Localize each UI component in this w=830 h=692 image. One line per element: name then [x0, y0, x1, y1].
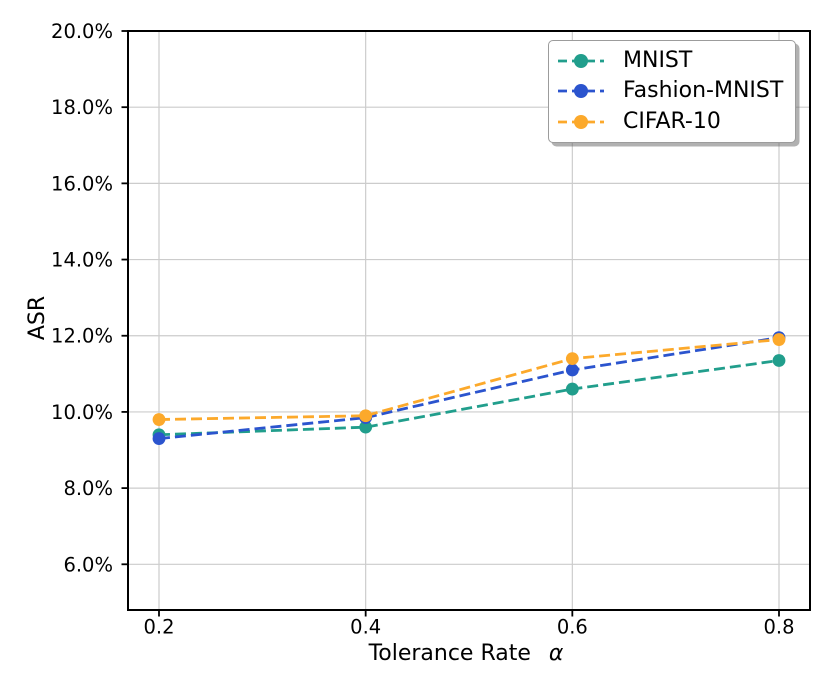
legend-label: Fashion-MNIST — [623, 78, 784, 104]
data-point — [359, 420, 373, 434]
alpha-symbol: α — [549, 641, 564, 666]
y-tick-label: 8.0% — [63, 477, 113, 500]
data-point — [565, 363, 579, 377]
tick-layer: 0.2 0.4 0.6 0.8 6.0% 8.0% 10.0% 12.0% 14.0% 16.0%… — [51, 20, 794, 639]
data-point — [359, 409, 373, 423]
legend-item: CIFAR-10 — [557, 108, 783, 134]
x-tick-label: 0.2 — [143, 616, 174, 639]
data-point — [152, 432, 166, 445]
x-tick-label: 0.6 — [557, 616, 588, 639]
legend-label: CIFAR-10 — [623, 108, 721, 134]
data-point — [565, 352, 579, 365]
legend-item: Fashion-MNIST — [557, 80, 783, 102]
legend-swatch — [558, 54, 604, 69]
x-axis-label-text: Tolerance Rate — [368, 641, 531, 666]
data-point — [772, 333, 786, 346]
series-layer — [152, 331, 786, 445]
series-line-mnist — [158, 359, 780, 437]
series-line-cifar-10 — [158, 338, 780, 421]
data-point — [772, 354, 786, 367]
legend-marker-icon — [574, 54, 588, 69]
x-axis-label: Tolerance Rate α — [368, 641, 564, 666]
legend-swatch — [558, 114, 604, 129]
legend-label: MNIST — [623, 48, 693, 74]
y-axis-label: ASR — [25, 296, 50, 340]
legend-item: MNIST — [557, 50, 783, 72]
y-tick-label: 6.0% — [63, 553, 113, 576]
legend-marker-icon — [574, 84, 588, 99]
legend-marker-icon — [574, 114, 588, 129]
x-tick-label: 0.4 — [350, 616, 381, 639]
x-tick-label: 0.8 — [763, 616, 794, 639]
legend: MNIST Fashion-MNIST CIFAR-10 — [548, 40, 797, 143]
plot-frame — [127, 30, 811, 611]
legend-swatch — [558, 84, 604, 99]
y-tick-label: 14.0% — [51, 249, 113, 272]
series-line-fashion-mnist — [158, 336, 780, 440]
y-tick-label: 12.0% — [51, 325, 113, 348]
data-point — [565, 382, 579, 396]
y-tick-label: 20.0% — [51, 20, 113, 43]
data-point — [152, 413, 166, 426]
y-tick-label: 16.0% — [51, 172, 113, 195]
y-tick-label: 10.0% — [51, 401, 113, 424]
y-tick-label: 18.0% — [51, 96, 113, 119]
